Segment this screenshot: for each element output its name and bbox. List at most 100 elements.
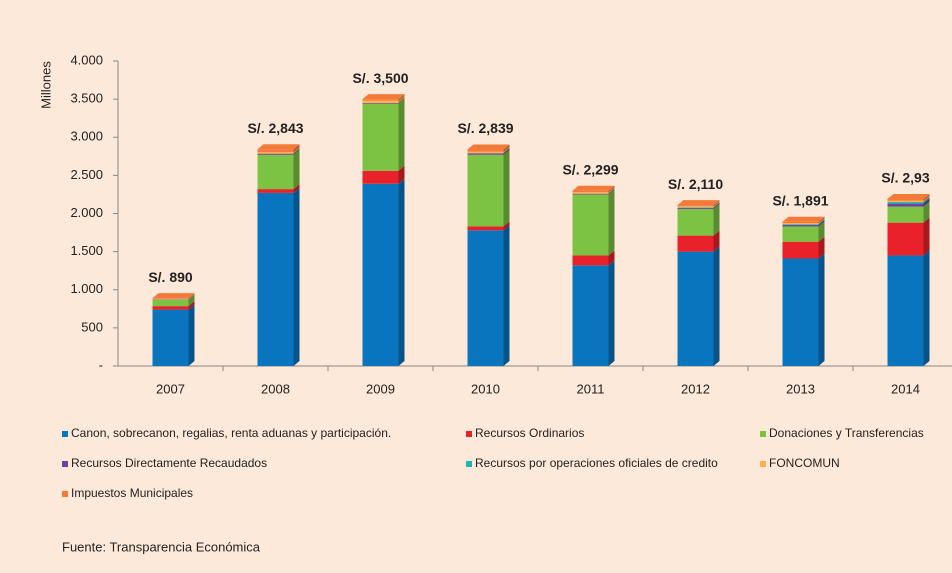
legend-swatch: [466, 461, 472, 467]
bar-segment: [152, 298, 189, 299]
bar-side: [608, 189, 615, 256]
bar-side: [188, 294, 195, 307]
bar-segment: [782, 221, 819, 224]
legend-swatch: [62, 461, 68, 467]
bar-side: [293, 149, 300, 190]
bar-side: [188, 293, 195, 300]
bar-side: [293, 187, 300, 366]
y-axis-label: Millones: [38, 61, 53, 109]
bar-segment: [782, 224, 819, 227]
bar-segment: [257, 154, 294, 190]
bar-segment: [362, 102, 399, 104]
y-tick-label: 2.500: [70, 167, 103, 182]
bar-segment: [257, 189, 294, 193]
y-tick-label: -: [99, 357, 103, 372]
bar-side: [503, 149, 510, 227]
bar-side: [713, 203, 720, 236]
y-tick-label: 3.500: [70, 91, 103, 106]
y-tick-label: 500: [81, 319, 103, 334]
x-tick-label: 2013: [786, 381, 815, 396]
bar-segment: [887, 255, 924, 366]
total-label: S/. 2,110: [668, 176, 723, 192]
bar-side: [398, 165, 405, 184]
bar-segment: [887, 202, 924, 204]
bar-segment: [572, 190, 609, 193]
bar-top: [152, 293, 195, 299]
bar-segment: [152, 299, 189, 307]
x-tick-label: 2010: [471, 381, 500, 396]
x-tick-label: 2007: [156, 381, 185, 396]
x-tick-label: 2014: [891, 381, 920, 396]
bar-segment: [677, 205, 714, 207]
bar-side: [398, 95, 405, 103]
bar-side: [188, 301, 195, 310]
bar-segment: [257, 192, 294, 366]
bar-segment: [677, 208, 714, 236]
bar-side: [608, 185, 615, 193]
bar-side: [713, 246, 720, 366]
bar-segment: [677, 207, 714, 209]
legend-label: Donaciones y Transferencias: [769, 426, 924, 440]
bar-top: [572, 185, 615, 191]
bar-side: [188, 293, 195, 299]
bar-side: [713, 230, 720, 252]
legend-label: FONCOMUN: [769, 456, 840, 470]
bar-side: [503, 146, 510, 154]
bar-segment: [677, 206, 714, 208]
bar-segment: [782, 258, 819, 366]
bar-segment: [677, 235, 714, 252]
legend-label: Impuestos Municipales: [71, 486, 193, 500]
bar-side: [608, 188, 615, 195]
bar-top: [677, 200, 720, 206]
bar-side: [713, 202, 720, 209]
bar-side: [608, 250, 615, 266]
bar-side: [503, 221, 510, 231]
bar-segment: [467, 226, 504, 231]
bar-segment: [152, 309, 189, 366]
total-label: S/. 2,839: [457, 120, 513, 136]
total-label: S/. 2,843: [247, 120, 303, 136]
bar-side: [818, 216, 825, 224]
bar-side: [188, 294, 195, 300]
bar-segment: [257, 153, 294, 155]
total-label: S/. 2,299: [562, 161, 618, 177]
bar-segment: [782, 226, 819, 242]
total-label: S/. 2,93: [881, 170, 929, 186]
bar-side: [923, 217, 930, 256]
bar-side: [713, 200, 720, 207]
bar-side: [818, 236, 825, 259]
bar-top: [782, 216, 825, 222]
bar-side: [923, 201, 930, 223]
legend-label: Recursos Directamente Recaudados: [71, 456, 267, 470]
y-tick-label: 3.000: [70, 129, 103, 144]
bar-side: [608, 187, 615, 194]
bar-top: [362, 94, 405, 100]
legend-swatch: [466, 431, 472, 437]
bar-segment: [362, 183, 399, 366]
bar-top: [467, 144, 510, 150]
legend-swatch: [760, 431, 766, 437]
bar-side: [608, 260, 615, 366]
bar-segment: [782, 224, 819, 225]
bar-side: [503, 148, 510, 155]
bar-segment: [467, 149, 504, 152]
legend-label: Canon, sobrecanon, regalias, renta aduan…: [71, 426, 391, 440]
bar-side: [923, 194, 930, 201]
bar-side: [713, 202, 720, 208]
x-tick-label: 2011: [577, 381, 605, 396]
bar-side: [923, 197, 930, 204]
bar-segment: [152, 306, 189, 310]
x-tick-label: 2009: [366, 381, 395, 396]
bar-side: [188, 304, 195, 366]
bar-segment: [887, 203, 924, 207]
bar-segment: [782, 223, 819, 225]
bar-side: [398, 94, 405, 101]
bar-side: [923, 250, 930, 366]
bar-top: [257, 144, 300, 150]
bar-segment: [887, 206, 924, 223]
bar-segment: [572, 192, 609, 194]
bar-side: [923, 198, 930, 207]
total-label: S/. 1,891: [772, 193, 828, 209]
